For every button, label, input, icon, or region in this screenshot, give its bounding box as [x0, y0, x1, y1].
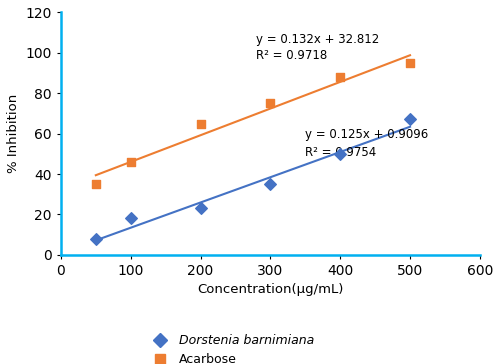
Point [92, 181, 100, 187]
X-axis label: Concentration(μg/mL): Concentration(μg/mL) [197, 284, 344, 296]
Point [196, 120, 204, 126]
Text: y = 0.125x + 0.9096: y = 0.125x + 0.9096 [306, 128, 428, 141]
Point [196, 205, 204, 211]
Point [266, 181, 274, 187]
Point [406, 60, 414, 66]
Point [126, 159, 134, 165]
Point [92, 236, 100, 242]
Y-axis label: % Inhibition: % Inhibition [7, 94, 20, 173]
Text: R² = 0.9718: R² = 0.9718 [256, 49, 328, 62]
Text: R² = 0.9754: R² = 0.9754 [306, 146, 376, 159]
Text: y = 0.132x + 32.812: y = 0.132x + 32.812 [256, 33, 380, 46]
Point [336, 151, 344, 157]
Point [406, 116, 414, 122]
Legend: Dorstenia barnimiana, Acarbose: Dorstenia barnimiana, Acarbose [142, 329, 319, 364]
Point [266, 100, 274, 106]
Point [336, 74, 344, 80]
Point [126, 215, 134, 221]
